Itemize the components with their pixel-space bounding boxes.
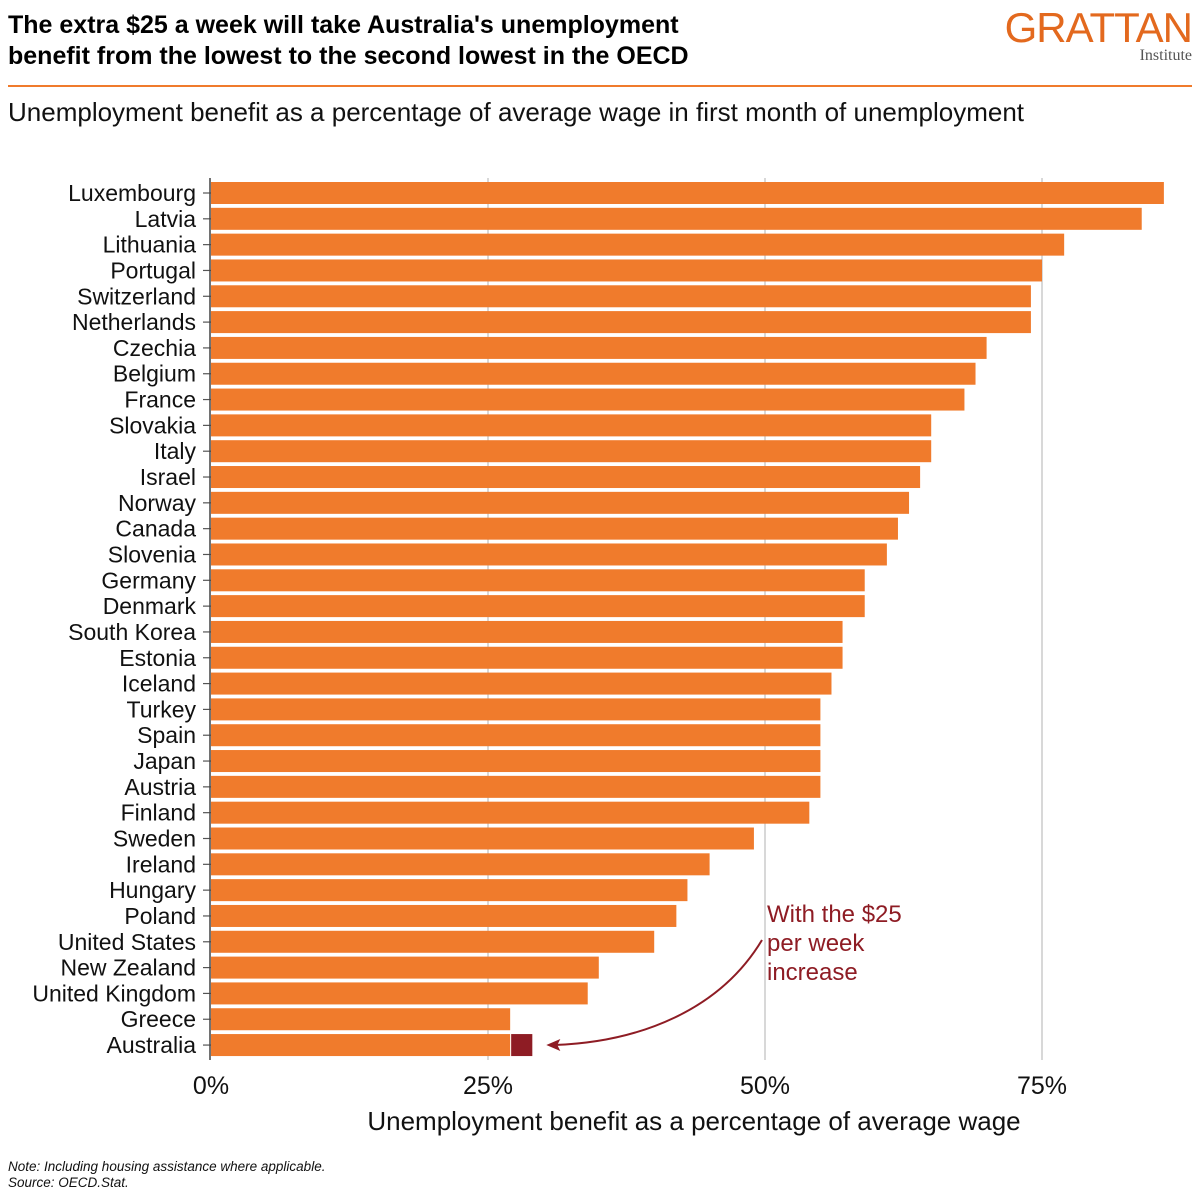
y-tick-label: Turkey: [127, 696, 197, 722]
y-tick-label: Portugal: [110, 257, 196, 283]
bar: [211, 362, 976, 385]
y-tick-label: Estonia: [119, 645, 196, 671]
header-divider: [8, 85, 1192, 87]
bar: [211, 672, 832, 695]
y-tick-label: New Zealand: [60, 955, 196, 981]
y-axis-labels: LuxembourgLatviaLithuaniaPortugalSwitzer…: [32, 180, 196, 1058]
y-tick-label: Australia: [107, 1032, 197, 1058]
y-tick-label: Switzerland: [77, 283, 196, 309]
bar: [211, 904, 677, 927]
chart-footer: Note: Including housing assistance where…: [8, 1159, 325, 1191]
bar: [211, 853, 710, 876]
footer-source: Source: OECD.Stat.: [8, 1175, 129, 1190]
y-tick-label: Slovakia: [109, 412, 196, 438]
logo-subtitle: Institute: [1139, 47, 1192, 64]
logo-wordmark: GRATTAN: [1004, 4, 1193, 51]
bar: [211, 569, 865, 592]
y-tick-label: Italy: [154, 438, 197, 464]
bar: [211, 827, 754, 850]
bar: [211, 285, 1031, 308]
annotation-line: increase: [767, 959, 858, 986]
annotation-arrowhead-icon: [546, 1039, 561, 1052]
y-tick-label: Belgium: [113, 361, 196, 387]
y-tick-label: Slovenia: [108, 541, 196, 567]
footer-note: Note: Including housing assistance where…: [8, 1159, 326, 1174]
bar: [211, 388, 965, 411]
y-tick-label: Latvia: [135, 206, 197, 232]
bar: [211, 336, 987, 359]
bar: [211, 801, 810, 824]
bar: [211, 517, 898, 540]
bar: [211, 982, 588, 1005]
y-tick-label: United States: [58, 929, 196, 955]
y-tick-label: Luxembourg: [68, 180, 196, 206]
gridlines: [487, 178, 1043, 1060]
x-tick-label: 0%: [193, 1072, 229, 1100]
chart-title: The extra $25 a week will take Australia…: [8, 10, 968, 72]
bar: [211, 930, 655, 953]
bar: [211, 259, 1042, 282]
y-tick-label: Denmark: [103, 593, 197, 619]
y-tick-label: South Korea: [68, 619, 196, 645]
x-axis-labels: 0% 25% 50% 75%: [193, 1072, 1067, 1100]
bar: [211, 595, 865, 618]
y-tick-label: Hungary: [109, 877, 196, 903]
bar: [211, 775, 821, 798]
bar: [211, 233, 1065, 256]
x-tick-label: 50%: [740, 1072, 790, 1100]
y-tick-label: United Kingdom: [32, 980, 196, 1006]
bar: [211, 724, 821, 747]
bar: [211, 440, 932, 463]
x-tick-label: 75%: [1017, 1072, 1067, 1100]
y-tick-label: Austria: [124, 774, 196, 800]
chart-title-line-2: benefit from the lowest to the second lo…: [8, 42, 689, 70]
bar: [211, 207, 1142, 230]
y-tick-label: Israel: [140, 464, 196, 490]
bar: [211, 1008, 511, 1031]
bar: [211, 620, 843, 643]
x-tick-label: 25%: [463, 1072, 513, 1100]
chart-title-line-1: The extra $25 a week will take Australia…: [8, 11, 679, 39]
bar: [211, 750, 821, 773]
grattan-logo: GRATTAN Institute: [1004, 4, 1193, 64]
chart-subtitle: Unemployment benefit as a percentage of …: [8, 97, 1025, 127]
bars: [211, 182, 1164, 1057]
annotation-line: With the $25: [767, 901, 902, 928]
bar: [211, 466, 921, 489]
annotation-line: per week: [767, 930, 865, 957]
bar: [211, 414, 932, 437]
y-tick-label: Poland: [124, 903, 196, 929]
bar: [211, 311, 1031, 334]
y-tick-label: Canada: [115, 516, 196, 542]
y-tick-label: Japan: [133, 748, 196, 774]
y-tick-label: Finland: [121, 800, 196, 826]
bar: [211, 491, 910, 514]
bar: [211, 1034, 511, 1057]
y-tick-label: Netherlands: [72, 309, 196, 335]
bar: [211, 698, 821, 721]
annotation: With the $25 per week increase: [546, 901, 902, 1052]
y-tick-label: Spain: [137, 722, 196, 748]
x-axis-title: Unemployment benefit as a percentage of …: [367, 1106, 1020, 1136]
y-axis: [203, 178, 211, 1060]
annotation-text: With the $25 per week increase: [767, 901, 902, 986]
bar-increase-highlight: [511, 1034, 533, 1057]
bar: [211, 879, 688, 902]
y-tick-label: Greece: [121, 1006, 196, 1032]
bar: [211, 646, 843, 669]
y-tick-label: Sweden: [113, 826, 196, 852]
y-tick-label: Ireland: [126, 851, 196, 877]
y-tick-label: Czechia: [113, 335, 196, 361]
y-tick-label: Norway: [118, 490, 196, 516]
bar: [211, 182, 1164, 204]
bar: [211, 543, 887, 566]
y-tick-label: France: [124, 387, 196, 413]
y-tick-label: Iceland: [122, 671, 196, 697]
y-tick-label: Lithuania: [103, 232, 197, 258]
annotation-arrow: [554, 939, 763, 1047]
y-tick-label: Germany: [101, 567, 196, 593]
bar: [211, 956, 599, 979]
